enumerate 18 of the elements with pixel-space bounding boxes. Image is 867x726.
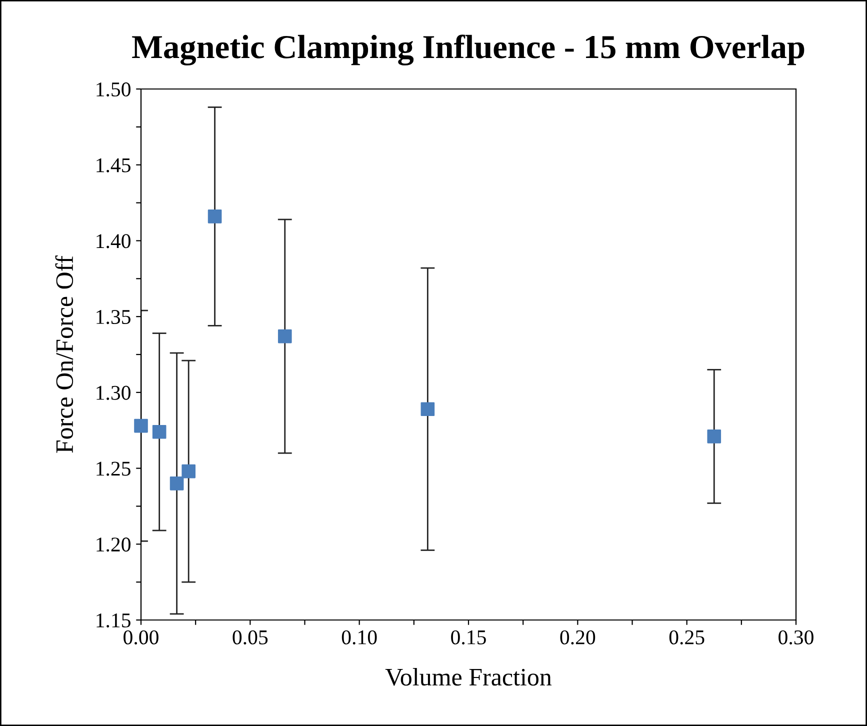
x-tick-label: 0.15 [451, 630, 486, 644]
y-tick-label: 1.50 [96, 82, 130, 97]
y-tick-label: 1.45 [96, 158, 130, 172]
x-tick-label: 0.10 [342, 630, 377, 644]
y-tick-label: 1.20 [96, 538, 130, 552]
x-tick-label: 0.00 [124, 630, 158, 644]
y-tick-label: 1.30 [96, 386, 130, 400]
x-tick-label: 0.25 [669, 630, 704, 644]
y-tick-label: 1.15 [96, 613, 130, 628]
y-tick-label: 1.35 [96, 310, 130, 324]
y-tick-label: 1.40 [96, 234, 130, 248]
x-tick-label: 0.20 [560, 630, 596, 644]
x-axis-title: Volume Fraction [385, 668, 552, 686]
x-tick-label: 0.30 [778, 630, 814, 644]
y-tick-label: 1.25 [96, 462, 130, 476]
x-tick-label: 0.05 [232, 630, 268, 644]
chart-title: Magnetic Clamping Influence - 15 mm Overlap [132, 34, 804, 66]
y-axis-title: Force On/Force Off [55, 255, 74, 453]
